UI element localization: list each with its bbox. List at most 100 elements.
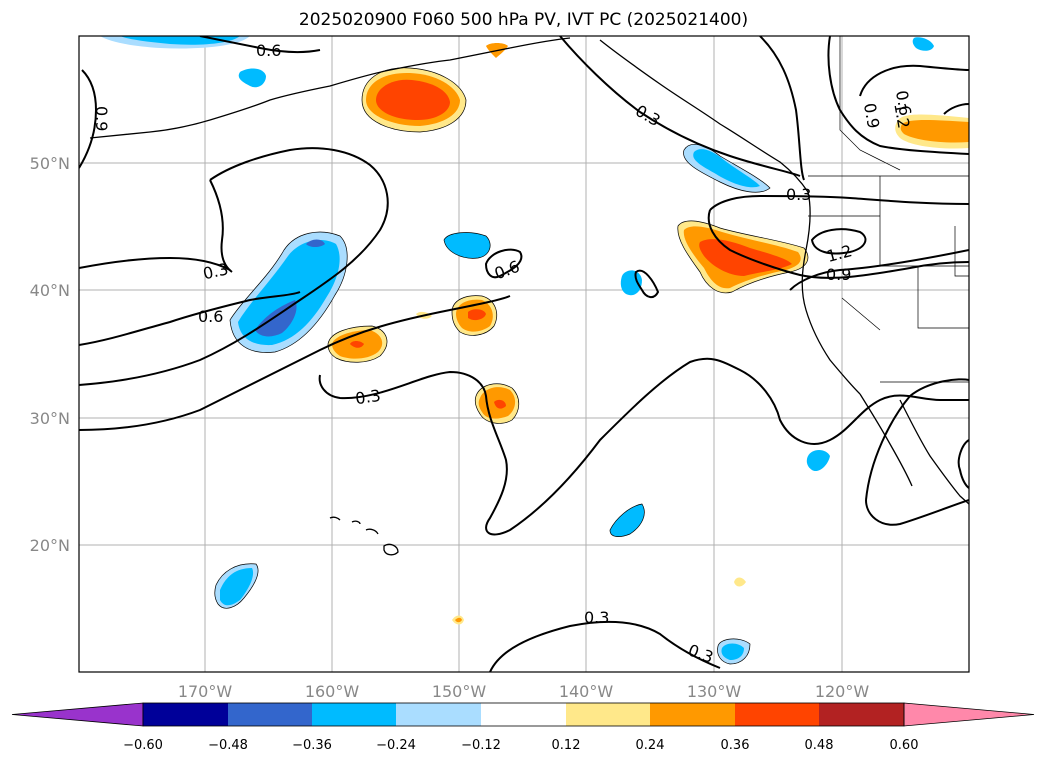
bc-coast: [599, 39, 809, 193]
lat-label: 40°N: [30, 281, 70, 300]
colorbar-segment: [650, 703, 735, 726]
lon-label: 160°W: [305, 682, 360, 701]
colorbar-extension-low: [11, 702, 144, 727]
pv-blob: [693, 149, 760, 188]
pv-contour: [759, 36, 805, 181]
pv-blob: [306, 239, 325, 247]
pv-contour: [79, 147, 389, 386]
pv-contour: [859, 64, 969, 97]
pv-blob: [494, 399, 506, 409]
contour-label: 0.9: [92, 106, 111, 131]
colorbar-segment: [143, 703, 228, 726]
coastlines: [89, 37, 969, 556]
contour-label: 0.3: [584, 608, 609, 627]
alaska-peninsula-coast: [89, 47, 511, 139]
colorbar-segment: [396, 703, 481, 726]
pv-contour: [484, 248, 523, 279]
colorbar-tick-label: 0.60: [890, 738, 919, 753]
pv-blob: [444, 232, 491, 259]
contour-label: 0.6: [256, 41, 281, 60]
pv-contour: [489, 620, 721, 672]
pv-contour: [559, 36, 801, 177]
pv-contour: [865, 499, 969, 526]
contour-label: 0.3: [201, 259, 230, 283]
pv-contour: [789, 249, 969, 291]
colorbar-tick-label: −0.24: [376, 738, 416, 753]
contour-label: 1.2: [890, 102, 913, 130]
colorbar-tick-label: 0.24: [636, 738, 665, 753]
colorbar-segment: [228, 703, 312, 726]
lat-label: 30°N: [30, 409, 70, 428]
map-frame: [78, 35, 970, 673]
colorbar-ticks: −0.60 −0.48 −0.36 −0.24 −0.12 0.12 0.24 …: [123, 738, 918, 753]
pv-blob: [734, 577, 746, 587]
pv-blob: [376, 79, 450, 120]
colorbar-tick-label: 0.12: [552, 738, 581, 753]
pv-blob: [350, 341, 364, 348]
longitude-labels: 170°W 160°W 150°W 140°W 130°W 120°W: [178, 682, 870, 701]
colorbar-segment: [735, 703, 819, 726]
us-west-coast: [801, 191, 861, 395]
pv-contour: [318, 357, 969, 536]
alaska-gulf-coast: [509, 37, 571, 49]
pv-blob: [912, 37, 934, 51]
map-title: 2025020900 F060 500 hPa PV, IVT PC (2025…: [298, 10, 749, 30]
pv-blob: [721, 643, 744, 660]
pv-blob: [455, 617, 462, 623]
colorbar: [11, 702, 1035, 727]
colorbar-outline: [142, 702, 905, 727]
gridlines: [79, 36, 969, 672]
colorbar-tick-label: −0.12: [461, 738, 501, 753]
pv-contour: [79, 291, 301, 346]
pv-contour: [957, 439, 969, 489]
pv-contour: [827, 36, 969, 155]
colorbar-extension-high: [903, 702, 1035, 727]
colorbar-tick-label: 0.48: [805, 738, 834, 753]
pv-contour: [209, 179, 233, 273]
pv-contour: [199, 36, 321, 54]
colorbar-segment: [312, 703, 396, 726]
contour-label: 0.6: [892, 89, 915, 117]
shading-outlines: [214, 67, 809, 665]
pv-contour: [865, 378, 969, 501]
colorbar-segment: [819, 703, 904, 726]
colorbar-tick-label: −0.36: [292, 738, 332, 753]
pv-blob: [238, 240, 340, 346]
colorbar-segment: [481, 703, 566, 726]
latitude-labels: 50°N 40°N 30°N 20°N: [30, 154, 70, 555]
colorbar-tick-label: −0.48: [208, 738, 248, 753]
mexico-coast: [899, 399, 969, 505]
colorbar-tick-label: 0.36: [721, 738, 750, 753]
pv-contour: [943, 103, 969, 115]
contour-label: 0.9: [860, 102, 883, 130]
pv-contour: [709, 194, 969, 211]
pv-contours: [79, 36, 969, 672]
lon-label: 140°W: [559, 682, 614, 701]
lon-label: 170°W: [178, 682, 233, 701]
lat-label: 20°N: [30, 536, 70, 555]
contour-label: 0.6: [198, 307, 223, 326]
pv-blob: [220, 568, 254, 606]
pv-contour: [634, 269, 660, 298]
contour-label: 0.3: [786, 185, 811, 204]
pv-contour: [79, 256, 231, 271]
hawaii-islands: [329, 516, 399, 556]
contour-label: 0.9: [826, 265, 851, 284]
pv-blob: [610, 504, 645, 537]
alaska-canada-border: [839, 36, 901, 171]
pv-blob: [468, 309, 486, 321]
pv-blob: [620, 270, 642, 296]
pv-contour: [810, 228, 867, 255]
lon-label: 120°W: [815, 682, 870, 701]
colorbar-tick-label: −0.60: [123, 738, 163, 753]
pv-blob: [806, 450, 830, 472]
map-area: [79, 36, 969, 672]
pv-contour: [79, 295, 511, 431]
lon-label: 130°W: [687, 682, 742, 701]
pv-contour: [707, 209, 969, 279]
lat-label: 50°N: [30, 154, 70, 173]
lon-label: 150°W: [432, 682, 487, 701]
contour-label: 0.3: [354, 386, 382, 408]
colorbar-segment: [566, 703, 650, 726]
